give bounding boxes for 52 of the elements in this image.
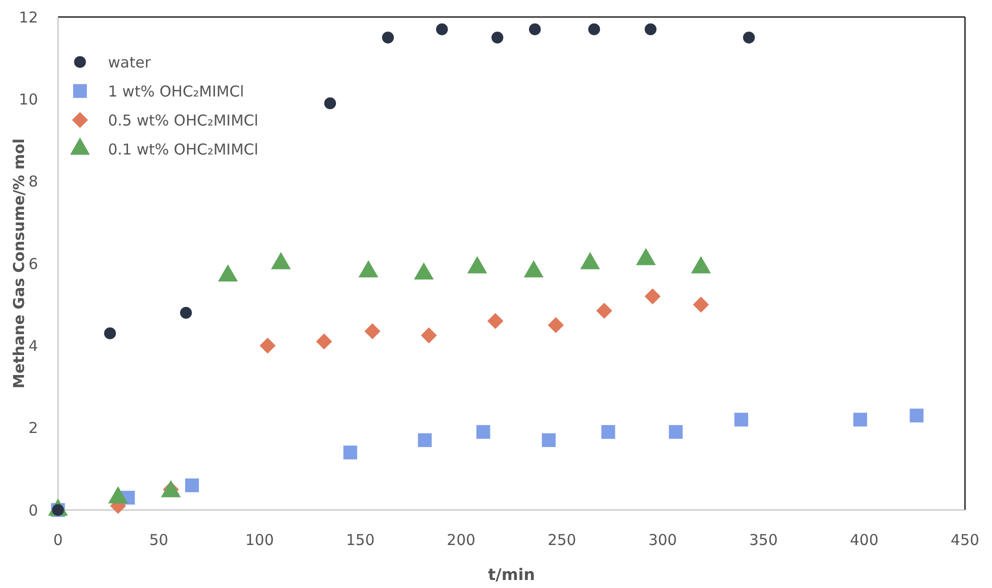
- point: [853, 412, 868, 427]
- point: [644, 23, 656, 36]
- y-tick-label: 12: [18, 8, 38, 26]
- point: [734, 412, 748, 427]
- y-tick-label: 0: [28, 501, 38, 520]
- y-tick-label: 8: [28, 172, 38, 191]
- point: [104, 327, 116, 340]
- point: [491, 32, 504, 44]
- point: [180, 306, 192, 319]
- x-tick-label: 100: [245, 531, 274, 549]
- point: [364, 323, 380, 340]
- x-tick-label: 200: [446, 531, 476, 549]
- point: [692, 296, 709, 313]
- point: [185, 478, 199, 492]
- x-tick-label: 250: [548, 531, 576, 549]
- x-tick-label: 400: [850, 531, 879, 549]
- point: [668, 425, 683, 439]
- x-tick-label: 0: [53, 531, 63, 549]
- point: [644, 288, 661, 304]
- point: [542, 433, 556, 448]
- point: [588, 23, 600, 36]
- point: [487, 313, 504, 330]
- point: [548, 317, 564, 334]
- point: [343, 446, 358, 460]
- x-tick-label: 350: [749, 531, 778, 549]
- x-tick-label: 50: [149, 531, 168, 549]
- y-axis-title: Methane Gas Consume/% mol: [10, 138, 28, 388]
- point: [260, 338, 276, 354]
- point: [743, 32, 755, 44]
- point: [420, 327, 437, 344]
- point: [324, 97, 336, 110]
- point: [910, 408, 924, 422]
- y-tick-label: 6: [28, 254, 38, 273]
- point: [382, 32, 394, 44]
- point: [528, 23, 541, 36]
- point: [601, 425, 616, 439]
- point: [476, 425, 490, 439]
- legend-label: 1 wt% OHC₂MIMCl: [108, 82, 244, 100]
- point: [596, 302, 612, 319]
- x-tick-label: 150: [346, 531, 375, 549]
- y-tick-label: 10: [18, 90, 38, 108]
- y-tick-label: 4: [28, 336, 38, 355]
- legend-label: 0.5 wt% OHC₂MIMCl: [108, 111, 258, 130]
- y-tick-label: 2: [28, 419, 38, 438]
- x-tick-label: 450: [950, 531, 980, 549]
- point: [436, 23, 448, 36]
- legend-label: water: [108, 53, 152, 72]
- point: [316, 334, 332, 350]
- legend-label: 0.1 wt% OHC₂MIMCl: [108, 140, 258, 158]
- point: [418, 433, 432, 448]
- x-tick-label: 300: [648, 531, 677, 549]
- x-axis-title: t/min: [488, 565, 536, 584]
